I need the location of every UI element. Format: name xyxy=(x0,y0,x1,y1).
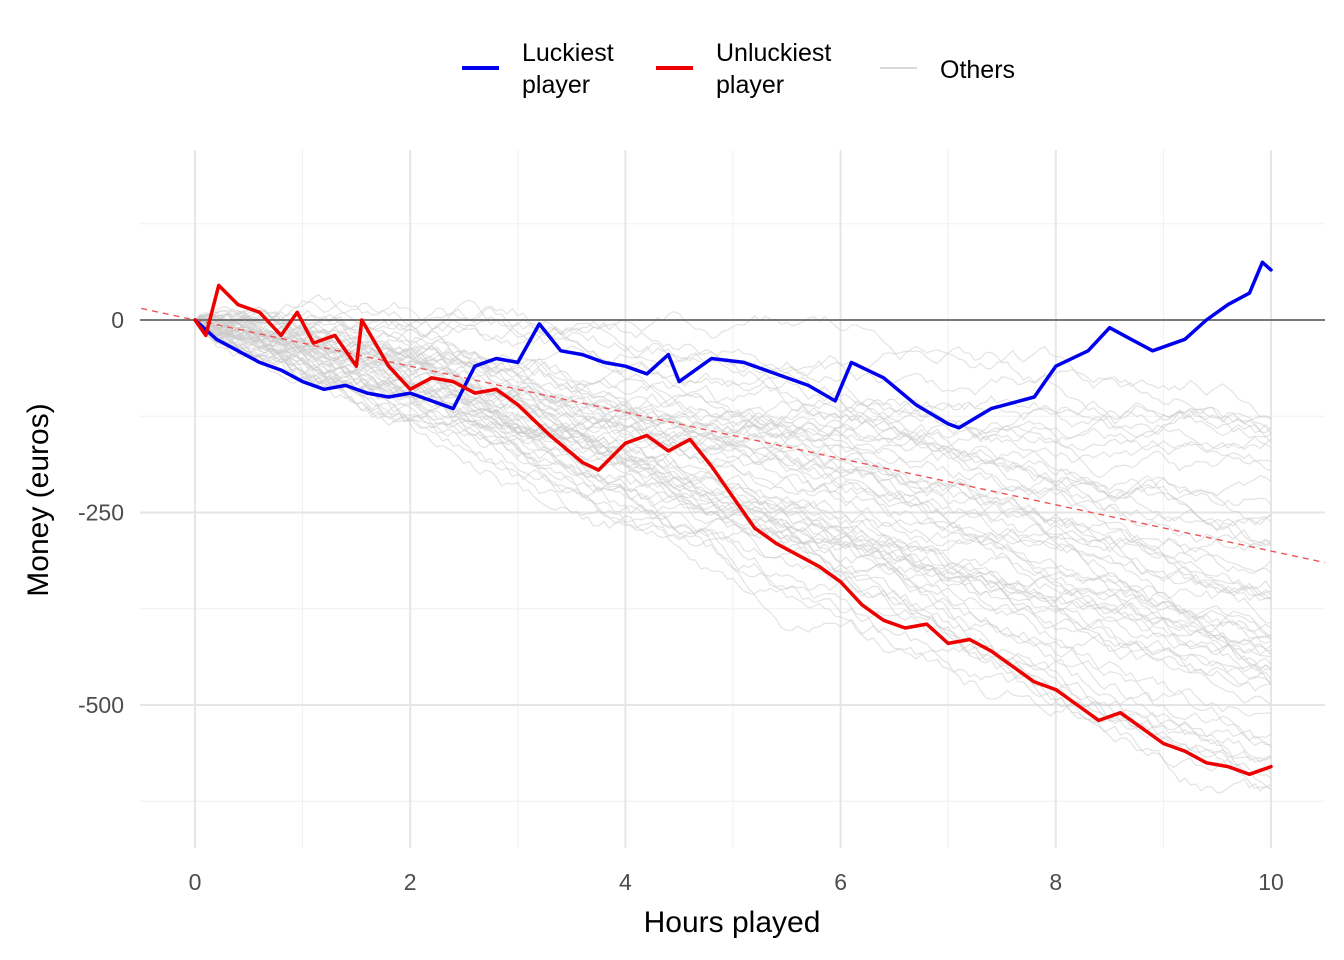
x-axis-title: Hours played xyxy=(644,906,821,939)
unluckiest-player-line xyxy=(193,283,1273,777)
expected-trend-line xyxy=(141,307,1325,564)
others-series-line xyxy=(194,309,1272,452)
x-tick-label: 0 xyxy=(189,869,202,895)
x-tick-labels: 0 2 4 6 8 10 xyxy=(189,869,1284,895)
legend-others: Others xyxy=(880,56,1015,84)
x-tick-label: 2 xyxy=(404,869,417,895)
others-series-line xyxy=(194,319,1272,671)
legend-label: Unluckiest xyxy=(716,39,831,67)
others-series-line xyxy=(194,305,1272,437)
x-tick-label: 4 xyxy=(619,869,632,895)
y-axis-title: Money (euros) xyxy=(22,403,55,596)
y-tick-labels: 0 -250 -500 xyxy=(78,307,124,718)
legend-label: player xyxy=(716,71,784,99)
legend-label: Luckiest xyxy=(522,39,614,67)
highlighted-series-group xyxy=(193,260,1273,777)
legend-label: Others xyxy=(940,56,1015,84)
y-tick-label: 0 xyxy=(111,307,124,333)
others-series-line xyxy=(194,319,1272,739)
y-tick-label: -250 xyxy=(78,500,124,526)
luckiest-player-line xyxy=(193,260,1273,430)
legend-unluckiest: Unluckiest player xyxy=(656,39,831,99)
others-series-line xyxy=(194,319,1272,573)
others-series-line xyxy=(194,318,1272,531)
others-series-line xyxy=(194,319,1272,746)
legend-label: player xyxy=(522,71,590,99)
reference-lines xyxy=(140,307,1325,564)
others-series-line xyxy=(194,319,1272,600)
others-series-line xyxy=(194,319,1272,507)
others-series-line xyxy=(194,319,1272,596)
others-series-line xyxy=(194,319,1272,680)
others-series-line xyxy=(194,319,1272,441)
others-series-line xyxy=(194,315,1272,479)
legend: Luckiest player Unluckiest player Others xyxy=(462,39,1015,99)
x-tick-label: 8 xyxy=(1049,869,1062,895)
others-series-line xyxy=(194,310,1272,465)
others-series-line xyxy=(194,319,1272,762)
others-series-line xyxy=(194,311,1272,685)
x-tick-label: 10 xyxy=(1258,869,1284,895)
others-series-line xyxy=(194,319,1272,594)
x-tick-label: 6 xyxy=(834,869,847,895)
others-series-line xyxy=(194,300,1272,434)
others-series-line xyxy=(194,318,1272,763)
others-series-line xyxy=(194,319,1272,601)
legend-luckiest: Luckiest player xyxy=(462,39,614,99)
y-tick-label: -500 xyxy=(78,692,124,718)
others-series-line xyxy=(194,312,1272,602)
others-series-line xyxy=(194,315,1272,638)
others-series-line xyxy=(194,319,1272,671)
